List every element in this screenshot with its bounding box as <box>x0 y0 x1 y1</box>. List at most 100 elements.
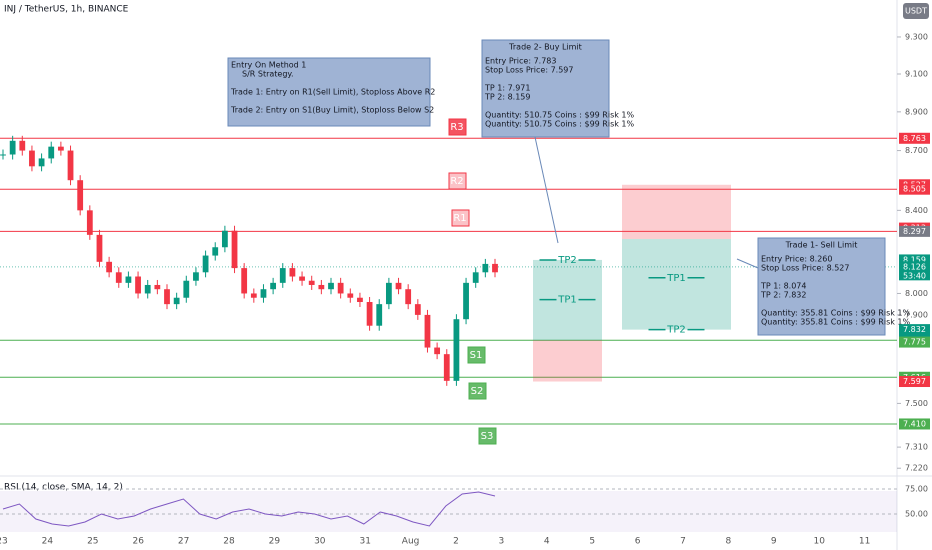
x-tick-label: 3 <box>499 537 505 547</box>
position-target <box>622 238 731 330</box>
note-box <box>757 237 886 336</box>
price-label: 8.505 <box>903 185 926 194</box>
candle <box>366 302 373 326</box>
currency-button[interactable] <box>903 3 929 19</box>
x-tick-label: 28 <box>223 537 235 547</box>
currency[interactable]: USDT <box>905 7 927 16</box>
note-line: Trade 1: Entry on R1(Sell Limit), Stoplo… <box>230 88 435 97</box>
y-tick-label: 8.700 <box>905 146 928 155</box>
note-line: S/R Strategy. <box>242 70 294 79</box>
y-tick-label: 8.400 <box>905 206 928 215</box>
x-tick-label: Aug <box>402 537 420 547</box>
note-line: Trade 2: Entry on S1(Buy Limit), Stoplos… <box>230 106 434 115</box>
candle <box>38 158 45 167</box>
price-label-box <box>899 183 930 195</box>
candle <box>48 146 55 159</box>
level-label: R2 <box>450 176 463 187</box>
note-line: Entry Price: 8.260 <box>761 255 832 264</box>
note-line: TP 1: 7.971 <box>484 84 530 93</box>
y-tick-label: 8.900 <box>905 107 928 116</box>
position-stop <box>533 340 602 382</box>
x-tick-label: 11 <box>859 537 870 547</box>
x-tick-label: 31 <box>359 537 370 547</box>
candle <box>250 293 257 298</box>
level-badge <box>451 209 470 227</box>
note-line: Quantity: 510.75 Coins : $99 Risk 1% <box>485 120 635 129</box>
y-tick-label: 9.300 <box>905 32 928 41</box>
level-label: S1 <box>470 350 483 361</box>
note-line: Quantity: 355.81 Coins : $99 Risk 1% <box>761 318 911 327</box>
price-label-box <box>899 324 930 336</box>
rsi-label: RSI (14, close, SMA, 14, 2) <box>4 483 123 493</box>
rsi-tick-label: 50.00 <box>905 510 928 519</box>
y-tick-label: 9.100 <box>905 69 928 78</box>
candle <box>202 255 209 273</box>
candle <box>337 282 344 294</box>
candle <box>492 263 498 273</box>
tp-label: TP2 <box>666 325 686 336</box>
price-label-box <box>899 132 930 144</box>
symbol: INJ / TetherUS, 1h, BINANCE <box>4 5 129 15</box>
y-tick-label: 7.900 <box>905 310 928 319</box>
candle <box>241 268 248 294</box>
price-label-box <box>899 336 930 348</box>
level-badge <box>448 118 467 136</box>
candle <box>0 154 6 156</box>
price-label-box <box>899 261 930 273</box>
candle <box>183 280 190 298</box>
price-label: 7.597 <box>903 377 926 386</box>
candle <box>221 230 228 248</box>
x-tick-label: 4 <box>544 537 550 547</box>
arrow <box>736 258 759 269</box>
x-tick-label: 24 <box>42 537 54 547</box>
level-badge <box>448 172 467 190</box>
candle <box>482 263 489 273</box>
candle <box>424 314 431 348</box>
x-tick-label: 23 <box>0 537 8 547</box>
tp-label: TP2 <box>557 255 577 266</box>
level-label: S2 <box>471 386 484 397</box>
candle <box>453 319 460 381</box>
x-tick-label: 27 <box>178 537 189 547</box>
price-label: 8.297 <box>903 227 926 236</box>
x-tick-label: 10 <box>813 537 825 547</box>
price-label: 8.159 <box>903 255 926 264</box>
candle <box>395 282 402 290</box>
level-badge <box>468 382 487 400</box>
level-badge <box>467 346 486 364</box>
x-tick-label: 8 <box>726 537 732 547</box>
note-line: TP 2: 8.159 <box>484 93 530 102</box>
candle <box>414 304 421 315</box>
note-line: Stop Loss Price: 7.597 <box>485 66 573 75</box>
y-tick-label: 7.310 <box>905 443 928 452</box>
candle <box>231 230 238 269</box>
x-tick-label: 6 <box>635 537 641 547</box>
x-tick-label: 25 <box>87 537 98 547</box>
x-tick-label: 9 <box>771 537 777 547</box>
level-label: S3 <box>481 431 494 442</box>
note-box <box>481 39 610 138</box>
countdown: 53:40 <box>903 271 926 280</box>
candle <box>9 140 16 155</box>
candle <box>376 304 383 326</box>
candle <box>154 284 161 290</box>
candle <box>164 289 170 305</box>
price-label: 7.832 <box>903 325 926 334</box>
y-tick-label: 7.220 <box>905 464 928 473</box>
candle <box>57 146 64 151</box>
x-tick-label: 30 <box>314 537 326 547</box>
candle <box>279 268 286 283</box>
note-line: Entry On Method 1 <box>231 61 306 70</box>
candle <box>115 272 122 283</box>
countdown-box <box>899 271 930 281</box>
price-label: 7.410 <box>903 419 926 428</box>
candle <box>463 282 469 320</box>
candle <box>173 297 180 305</box>
note-title: Trade 1- Sell Limit <box>785 241 858 250</box>
level-label: R3 <box>450 122 463 133</box>
rsi-line <box>2 491 496 527</box>
note-line: Entry Price: 7.783 <box>485 57 556 66</box>
candle <box>405 289 412 305</box>
note-line: TP 1: 8.074 <box>760 282 806 291</box>
